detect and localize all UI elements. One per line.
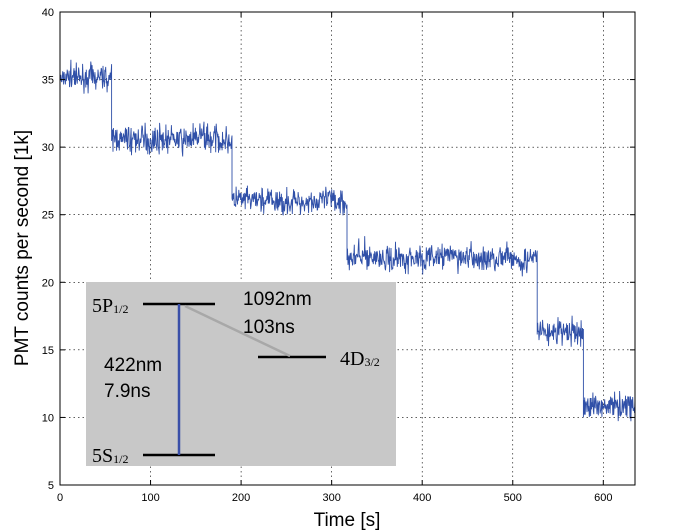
label-103ns: 103ns xyxy=(243,317,295,338)
series-line xyxy=(59,59,636,422)
y-tick-label: 40 xyxy=(42,7,54,19)
x-tick-label: 200 xyxy=(232,492,250,504)
y-tick-label: 30 xyxy=(42,142,54,154)
axis-ticks: 0 100 200 300 400 500 600 5 10 15 20 25 30 35 40 xyxy=(42,7,635,504)
y-tick-label: 35 xyxy=(42,75,54,87)
y-tick-label: 20 xyxy=(42,277,54,289)
x-tick-label: 0 xyxy=(57,492,63,504)
y-axis-label: PMT counts per second [1k] xyxy=(12,130,33,366)
label-4d: 4D3/2 xyxy=(340,348,380,370)
label-5p: 5P1/2 xyxy=(92,295,128,317)
x-tick-label: 500 xyxy=(504,492,522,504)
label-422nm: 422nm xyxy=(104,355,162,376)
x-tick-label: 100 xyxy=(141,492,159,504)
label-1092nm: 1092nm xyxy=(243,289,312,310)
x-axis-label: Time [s] xyxy=(314,510,381,530)
y-tick-label: 15 xyxy=(42,345,54,357)
x-tick-label: 600 xyxy=(594,492,612,504)
inset-background xyxy=(86,282,396,466)
x-tick-label: 300 xyxy=(322,492,340,504)
x-tick-label: 400 xyxy=(413,492,431,504)
transition-1092-line xyxy=(184,304,291,358)
label-7-9ns: 7.9ns xyxy=(104,381,150,402)
plot-frame xyxy=(59,11,636,486)
y-tick-label: 5 xyxy=(48,480,54,492)
level-diagram-inset: 5P1/2 5S1/2 4D3/2 1092nm 103ns 422nm 7.9… xyxy=(86,282,396,467)
y-tick-label: 10 xyxy=(42,412,54,424)
label-5s: 5S1/2 xyxy=(92,445,128,467)
y-tick-label: 25 xyxy=(42,210,54,222)
